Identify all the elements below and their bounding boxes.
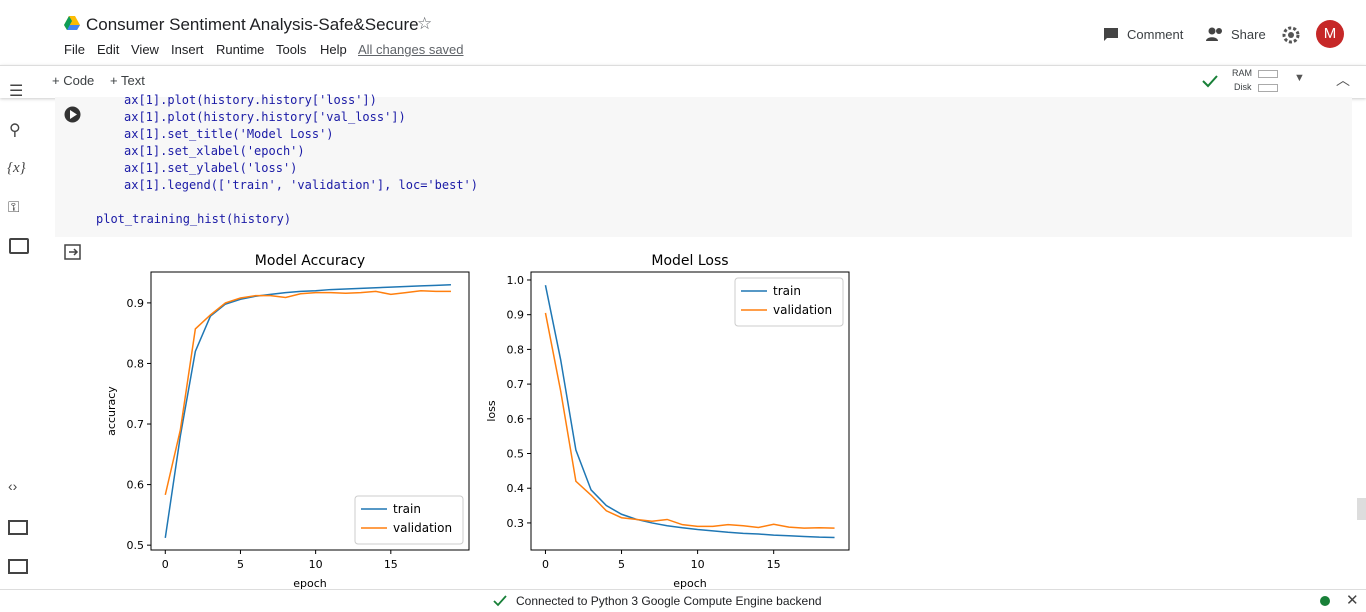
files-icon[interactable] xyxy=(9,238,29,254)
ram-meter xyxy=(1258,70,1278,78)
code-cell: ax[1].plot(history.history['loss']) ax[1]… xyxy=(55,93,1352,237)
menu-item[interactable]: Runtime xyxy=(216,42,265,57)
run-button[interactable] xyxy=(64,106,81,123)
y-tick-label: 0.5 xyxy=(507,448,525,461)
code-line: ax[1].plot(history.history['loss']) xyxy=(124,93,377,107)
series-line xyxy=(544,312,835,529)
secrets-icon[interactable]: ⚿ xyxy=(8,199,20,216)
resources-dropdown[interactable]: ▼ xyxy=(1294,72,1305,84)
connected-check xyxy=(1202,75,1218,88)
legend-label: validation xyxy=(393,521,452,535)
toolbar: + Code + Text RAM Disk ▼ ︿ xyxy=(0,65,1366,98)
menu-item[interactable]: View xyxy=(131,42,159,57)
y-tick-label: 0.6 xyxy=(507,413,525,426)
toc-icon[interactable]: ☰ xyxy=(9,83,24,100)
share-icon xyxy=(1206,27,1222,41)
code-line: ax[1].plot(history.history['val_loss']) xyxy=(124,110,406,124)
collapse[interactable]: ︿ xyxy=(1336,72,1350,88)
output-icon[interactable] xyxy=(64,244,82,260)
menu-item[interactable]: Help xyxy=(320,42,347,57)
y-tick-label: 0.3 xyxy=(507,517,525,530)
add-text[interactable]: + Text xyxy=(110,73,145,88)
chart-title: Model Accuracy xyxy=(255,253,365,269)
x-tick-label: 10 xyxy=(691,558,705,571)
status-check xyxy=(493,595,507,607)
legend-label: train xyxy=(393,502,421,516)
y-axis-label: loss xyxy=(485,400,498,422)
x-axis-label: epoch xyxy=(673,577,707,590)
menu-item[interactable]: Insert xyxy=(171,42,204,57)
settings-icon[interactable] xyxy=(1282,26,1300,44)
ram-label: RAM xyxy=(1232,68,1252,78)
share-button[interactable]: Share xyxy=(1231,27,1266,42)
menu-item[interactable]: File xyxy=(64,42,85,57)
series-line xyxy=(164,283,451,538)
status-bar: Connected to Python 3 Google Compute Eng… xyxy=(0,589,1366,612)
menu-item[interactable]: Edit xyxy=(97,42,120,57)
x-tick-label: 0 xyxy=(162,558,169,571)
y-tick-label: 0.7 xyxy=(127,418,145,431)
x-tick-label: 5 xyxy=(618,558,625,571)
y-tick-label: 0.8 xyxy=(127,357,145,370)
series-line xyxy=(164,290,451,496)
y-tick-label: 0.9 xyxy=(127,297,145,310)
code-line: plot_training_hist(history) xyxy=(96,212,292,226)
close-status[interactable]: ✕ xyxy=(1346,592,1359,609)
x-tick-label: 0 xyxy=(542,558,549,571)
y-axis-label: accuracy xyxy=(105,386,118,436)
code-line: ax[1].set_title('Model Loss') xyxy=(124,127,334,141)
variables-icon[interactable]: {x} xyxy=(7,160,26,176)
y-tick-label: 0.9 xyxy=(507,309,525,322)
star[interactable]: ☆ xyxy=(417,14,433,33)
scrollbar xyxy=(1357,498,1366,520)
x-tick-label: 5 xyxy=(237,558,244,571)
save-status[interactable]: All changes saved xyxy=(358,42,464,57)
snippets-icon[interactable]: ‹› xyxy=(8,478,18,494)
comment-icon xyxy=(1104,28,1118,41)
x-axis-label: epoch xyxy=(293,577,327,590)
sidebar: ☰ ⚲ {x} ⚿ ‹› xyxy=(0,65,38,589)
code-line: ax[1].set_ylabel('loss') xyxy=(124,161,298,175)
disk-meter xyxy=(1258,84,1278,92)
y-tick-label: 1.0 xyxy=(507,274,525,287)
y-tick-label: 0.4 xyxy=(507,482,525,495)
y-tick-label: 0.7 xyxy=(507,378,525,391)
code-line: ax[1].legend(['train', 'validation'], lo… xyxy=(124,178,479,192)
disk-label: Disk xyxy=(1234,82,1252,92)
status-dot xyxy=(1320,596,1330,606)
palette-icon[interactable] xyxy=(8,520,28,535)
x-tick-label: 15 xyxy=(767,558,781,571)
terminal-icon[interactable] xyxy=(8,559,28,574)
y-tick-label: 0.8 xyxy=(507,343,525,356)
legend-label: train xyxy=(773,284,801,298)
y-tick-label: 0.5 xyxy=(127,539,145,552)
comment-button[interactable]: Comment xyxy=(1127,27,1184,42)
code-line: ax[1].set_xlabel('epoch') xyxy=(124,144,305,158)
menu-item[interactable]: Tools xyxy=(276,42,307,57)
legend-box xyxy=(354,495,464,545)
add-code[interactable]: + Code xyxy=(52,73,95,88)
avatar[interactable]: M xyxy=(1316,20,1344,48)
legend-box xyxy=(734,277,844,327)
status-text: Connected to Python 3 Google Compute Eng… xyxy=(516,594,822,608)
chart-title: Model Loss xyxy=(651,253,728,269)
drive-icon xyxy=(64,16,80,30)
header: Consumer Sentiment Analysis-Safe&Secure … xyxy=(0,0,1366,65)
series-line xyxy=(544,285,835,539)
notebook-title[interactable]: Consumer Sentiment Analysis-Safe&Secure xyxy=(86,15,419,34)
y-tick-label: 0.6 xyxy=(127,479,145,492)
legend-label: validation xyxy=(773,303,832,317)
search-icon[interactable]: ⚲ xyxy=(9,122,21,139)
x-tick-label: 15 xyxy=(384,558,398,571)
x-tick-label: 10 xyxy=(309,558,323,571)
